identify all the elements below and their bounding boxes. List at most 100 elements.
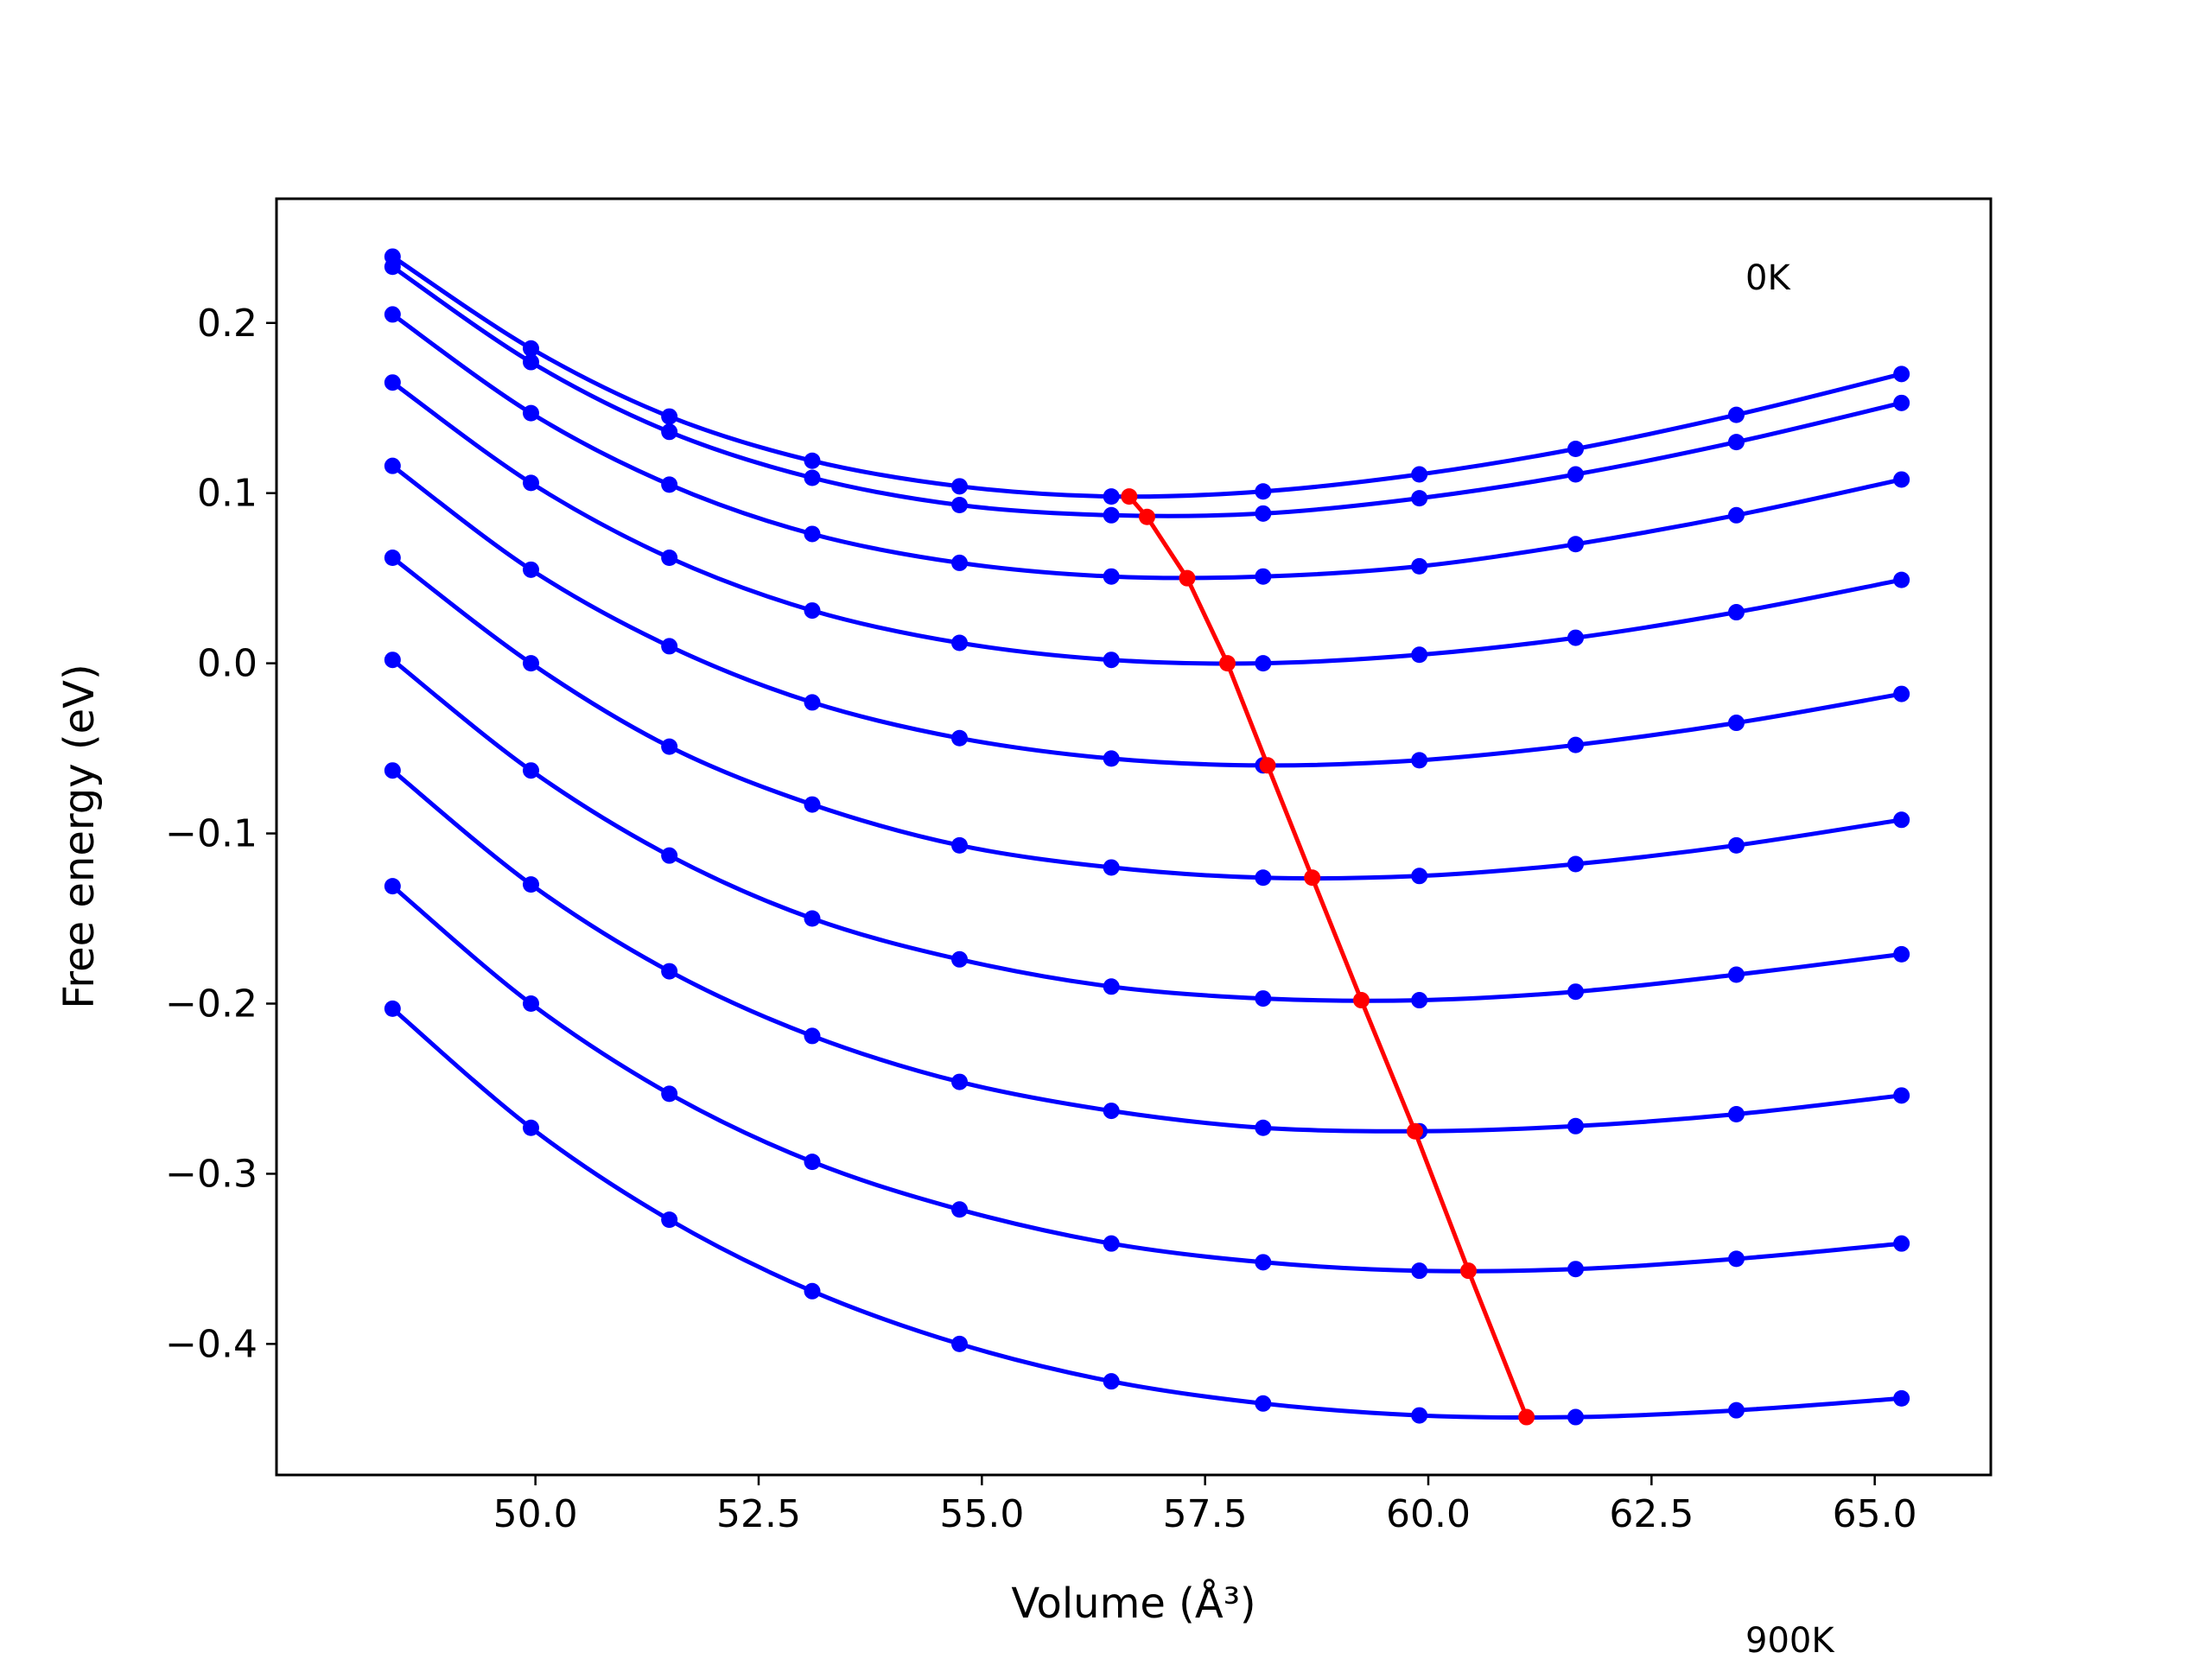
minimum-point bbox=[1518, 1408, 1535, 1426]
data-point bbox=[1103, 568, 1120, 585]
data-point bbox=[1893, 811, 1910, 829]
data-point bbox=[1728, 604, 1745, 621]
data-point bbox=[1728, 1106, 1745, 1123]
data-point bbox=[1255, 655, 1272, 672]
free-energy-curves bbox=[384, 248, 1910, 1426]
data-point bbox=[804, 910, 821, 927]
y-tick-label: 0.0 bbox=[197, 642, 257, 686]
data-point bbox=[1893, 571, 1910, 588]
data-point bbox=[523, 876, 539, 893]
minimum-path bbox=[1121, 488, 1535, 1426]
minimum-point bbox=[1353, 992, 1370, 1009]
x-tick-label: 55.0 bbox=[939, 1492, 1024, 1536]
y-tick-label: −0.4 bbox=[165, 1322, 257, 1366]
data-point bbox=[523, 995, 539, 1012]
minimum-point bbox=[1121, 488, 1138, 505]
y-tick-label: −0.1 bbox=[165, 812, 257, 856]
data-point bbox=[1893, 945, 1910, 963]
x-axis-ticks: 50.0 52.5 55.0 57.5 60.0 62.5 65.0 bbox=[493, 1475, 1917, 1536]
x-tick-label: 60.0 bbox=[1386, 1492, 1471, 1536]
data-point bbox=[1255, 869, 1272, 887]
x-axis-label: Volume (Å³) bbox=[1011, 1579, 1255, 1628]
data-point bbox=[384, 550, 401, 567]
data-point bbox=[384, 878, 401, 895]
data-point bbox=[661, 963, 678, 980]
data-point bbox=[1728, 434, 1745, 451]
data-point bbox=[951, 836, 968, 854]
data-point bbox=[804, 525, 821, 543]
x-tick-label: 65.0 bbox=[1833, 1492, 1917, 1536]
series-line-6 bbox=[391, 658, 1903, 1003]
data-point bbox=[1893, 394, 1910, 411]
data-point bbox=[523, 655, 539, 672]
minimum-point bbox=[1259, 757, 1276, 774]
y-tick-label: −0.3 bbox=[165, 1152, 257, 1196]
data-point bbox=[1728, 966, 1745, 983]
data-point bbox=[1255, 990, 1272, 1007]
data-point bbox=[951, 496, 968, 513]
data-point bbox=[951, 950, 968, 968]
data-point bbox=[661, 423, 678, 441]
data-point bbox=[1728, 836, 1745, 854]
data-point bbox=[804, 694, 821, 711]
plot-frame bbox=[275, 197, 1993, 1477]
data-point bbox=[1411, 752, 1428, 769]
data-point bbox=[1103, 652, 1120, 669]
data-point bbox=[523, 404, 539, 422]
data-point bbox=[1893, 471, 1910, 488]
data-point bbox=[1893, 1087, 1910, 1104]
data-point bbox=[1567, 1408, 1584, 1426]
annotation-0k: 0K bbox=[1745, 258, 1791, 298]
minimum-point bbox=[1407, 1122, 1423, 1140]
data-point bbox=[1411, 1262, 1428, 1280]
y-tick-label: 0.2 bbox=[197, 302, 257, 346]
data-point bbox=[1103, 506, 1120, 524]
data-point bbox=[1103, 978, 1120, 995]
data-point bbox=[384, 457, 401, 474]
data-point bbox=[804, 796, 821, 813]
data-point bbox=[951, 634, 968, 652]
data-point bbox=[951, 1073, 968, 1090]
data-point bbox=[1728, 1402, 1745, 1419]
data-point bbox=[804, 602, 821, 620]
y-tick-label: −0.2 bbox=[165, 982, 257, 1026]
data-point bbox=[1103, 750, 1120, 767]
data-point bbox=[1255, 568, 1272, 585]
minimum-point bbox=[1179, 569, 1196, 587]
x-tick-label: 52.5 bbox=[716, 1492, 801, 1536]
data-point bbox=[951, 1201, 968, 1218]
data-point bbox=[1103, 488, 1120, 505]
series-line-5 bbox=[391, 556, 1903, 881]
x-tick-label: 57.5 bbox=[1163, 1492, 1248, 1536]
minimum-point bbox=[1139, 508, 1155, 525]
data-point bbox=[1893, 1235, 1910, 1252]
data-point bbox=[951, 554, 968, 571]
series-line-9 bbox=[391, 1007, 1902, 1421]
data-point bbox=[523, 353, 539, 371]
data-point bbox=[1567, 1117, 1584, 1135]
data-point bbox=[1411, 557, 1428, 575]
minimum-point bbox=[1304, 869, 1321, 887]
data-point bbox=[1567, 466, 1584, 483]
data-point bbox=[661, 638, 678, 655]
data-point bbox=[951, 1335, 968, 1352]
annotation-900k: 900K bbox=[1745, 1621, 1835, 1659]
data-point bbox=[661, 408, 678, 425]
data-point bbox=[1567, 983, 1584, 1001]
data-point bbox=[804, 452, 821, 469]
series-line-2 bbox=[391, 312, 1903, 581]
data-point bbox=[661, 847, 678, 864]
data-point bbox=[951, 478, 968, 495]
x-tick-label: 50.0 bbox=[493, 1492, 578, 1536]
data-point bbox=[1893, 365, 1910, 383]
y-tick-label: 0.1 bbox=[197, 472, 257, 516]
data-point bbox=[1411, 868, 1428, 885]
data-point bbox=[1103, 859, 1120, 876]
data-point bbox=[1728, 406, 1745, 423]
data-point bbox=[1567, 1261, 1584, 1278]
data-point bbox=[1411, 646, 1428, 664]
data-point bbox=[661, 550, 678, 567]
data-point bbox=[384, 1000, 401, 1017]
data-point bbox=[804, 1027, 821, 1045]
